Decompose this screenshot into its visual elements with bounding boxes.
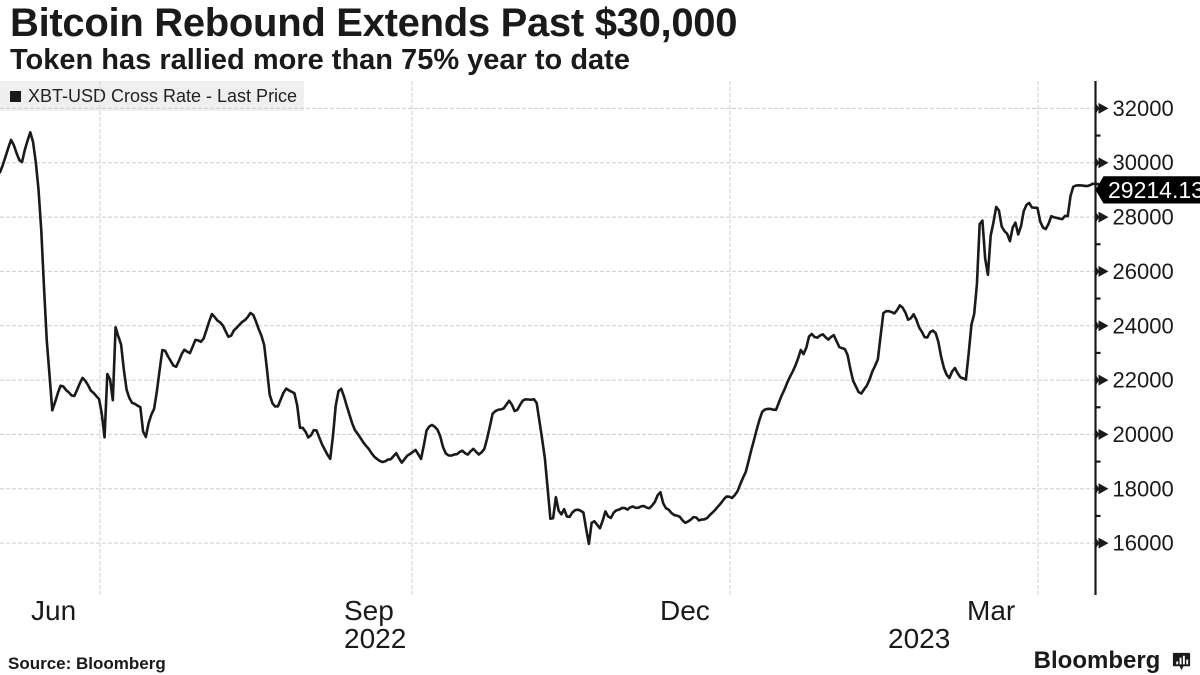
svg-text:28000: 28000	[1113, 205, 1174, 230]
svg-text:Sep: Sep	[344, 595, 394, 626]
svg-text:30000: 30000	[1113, 150, 1174, 175]
svg-text:26000: 26000	[1113, 259, 1174, 284]
svg-text:2023: 2023	[888, 623, 950, 654]
svg-text:20000: 20000	[1113, 422, 1174, 447]
svg-text:Jun: Jun	[31, 595, 76, 626]
svg-text:Mar: Mar	[967, 595, 1015, 626]
svg-text:2022: 2022	[344, 623, 406, 654]
svg-text:32000: 32000	[1113, 96, 1174, 121]
svg-text:29214.13: 29214.13	[1108, 177, 1200, 203]
svg-text:Dec: Dec	[660, 595, 710, 626]
svg-text:22000: 22000	[1113, 368, 1174, 393]
svg-text:24000: 24000	[1113, 313, 1174, 338]
svg-text:18000: 18000	[1113, 476, 1174, 501]
svg-text:16000: 16000	[1113, 531, 1174, 556]
